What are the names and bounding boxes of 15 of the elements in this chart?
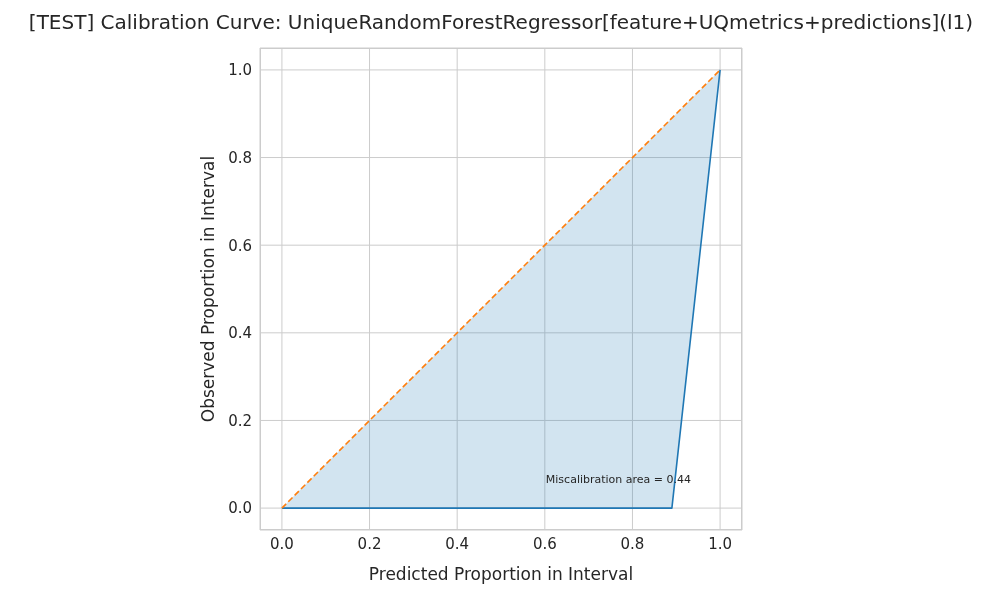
y-tick-label: 0.8: [228, 148, 252, 167]
x-tick-label: 0.4: [445, 534, 470, 553]
y-tick-label: 0.4: [228, 324, 252, 343]
x-tick-label: 1.0: [708, 534, 733, 553]
x-tick-label: 0.6: [532, 534, 557, 553]
y-tick-label: 0.6: [228, 236, 252, 255]
y-tick-label: 1.0: [228, 61, 252, 80]
x-tick-label: 0.8: [620, 534, 645, 553]
x-tick-label: 0.0: [269, 534, 294, 553]
y-axis-title: Observed Proportion in Interval: [198, 155, 219, 423]
chart-title: [TEST] Calibration Curve: UniqueRandomForestRegressor[feature+UQmetrics+predictions](l1): [27, 10, 975, 34]
y-tick-label: 0.2: [228, 411, 252, 430]
y-tick-label: 0.0: [228, 499, 252, 518]
x-axis-title: Predicted Proportion in Interval: [368, 564, 634, 584]
x-tick-label: 0.2: [357, 534, 382, 553]
